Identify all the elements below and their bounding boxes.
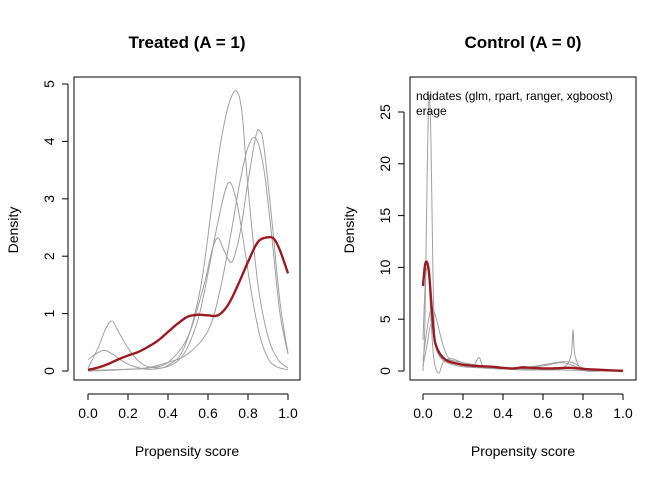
panel-control-x-tick-label: 0.0: [413, 405, 433, 421]
legend-entry-average: erage: [416, 104, 447, 118]
panel-treated-candidate-line-3: [87, 128, 289, 371]
panel-control-x-tick-label: 0.6: [533, 405, 553, 421]
panel-control-x-label: Propensity score: [471, 443, 575, 459]
panel-treated-y-tick-label: 5: [41, 80, 57, 88]
panel-treated-y-tick-label: 3: [41, 195, 57, 203]
panel-treated-x-axis: 0.0 0.2 0.4 0.6 0.8 1.0: [78, 393, 298, 421]
panel-control-y-tick-label: 15: [377, 208, 393, 224]
panel-control-candidate-line-1: [422, 94, 624, 372]
panel-control-ensemble-line: [421, 260, 624, 372]
panel-control-x-tick-label: 1.0: [613, 405, 633, 421]
panel-control-y-tick-label: 0: [377, 367, 393, 375]
panel-control-y-axis: 0 5 10 15 20 25: [377, 104, 405, 375]
panel-control-y-tick-label: 5: [377, 315, 393, 323]
panel-control-y-tick-label: 10: [377, 259, 393, 275]
panel-treated-y-tick-label: 4: [41, 137, 57, 145]
panel-control-series: [421, 94, 624, 374]
panel-treated: Treated (A = 1) 0.0 0.2 0.4 0.6 0.8 1.0 0 1 2 3 4…: [5, 33, 301, 459]
panel-treated-x-tick-label: 0.6: [198, 405, 218, 421]
panel-treated-x-tick-label: 0.4: [158, 405, 178, 421]
panel-treated-series: [87, 90, 290, 372]
panel-treated-x-tick-label: 0.8: [238, 405, 258, 421]
panel-treated-x-tick-label: 1.0: [278, 405, 298, 421]
panel-treated-y-tick-label: 1: [41, 309, 57, 317]
panel-treated-candidate-line-4: [87, 136, 289, 372]
panel-control-x-tick-label: 0.4: [493, 405, 513, 421]
panel-control-y-label: Density: [341, 207, 357, 254]
panel-control-candidate-line-2: [422, 307, 624, 372]
panel-control-y-tick-label: 25: [377, 104, 393, 120]
legend-entry-candidates: ndidates (glm, rpart, ranger, xgboost): [416, 89, 613, 103]
panel-treated-plot-frame: [73, 76, 301, 381]
panel-treated-y-tick-label: 2: [41, 252, 57, 260]
panel-treated-y-tick-label: 0: [41, 367, 57, 375]
panel-treated-x-tick-label: 0.2: [118, 405, 138, 421]
panel-control: Control (A = 0) 0.0 0.2 0.4 0.6 0.8 1.0 0 5 10 1…: [341, 33, 637, 459]
panel-treated-ensemble-line: [87, 235, 290, 372]
panel-treated-y-label: Density: [5, 207, 21, 254]
panel-treated-x-tick-label: 0.0: [78, 405, 98, 421]
panel-treated-x-label: Propensity score: [135, 443, 239, 459]
panel-treated-candidate-line-2: [87, 181, 289, 371]
panel-control-x-tick-label: 0.8: [573, 405, 593, 421]
panel-control-plot-frame: [409, 76, 637, 381]
panel-control-x-axis: 0.0 0.2 0.4 0.6 0.8 1.0: [413, 393, 633, 421]
panel-treated-title: Treated (A = 1): [129, 33, 246, 52]
panel-control-y-tick-label: 20: [377, 156, 393, 172]
panel-control-candidate-line-3: [422, 266, 624, 374]
panel-control-candidate-line-4: [422, 323, 624, 372]
panel-treated-y-axis: 0 1 2 3 4 5: [41, 80, 69, 375]
panel-control-title: Control (A = 0): [465, 33, 582, 52]
panel-control-x-tick-label: 0.2: [453, 405, 473, 421]
panel-treated-candidate-line-1: [87, 90, 289, 370]
